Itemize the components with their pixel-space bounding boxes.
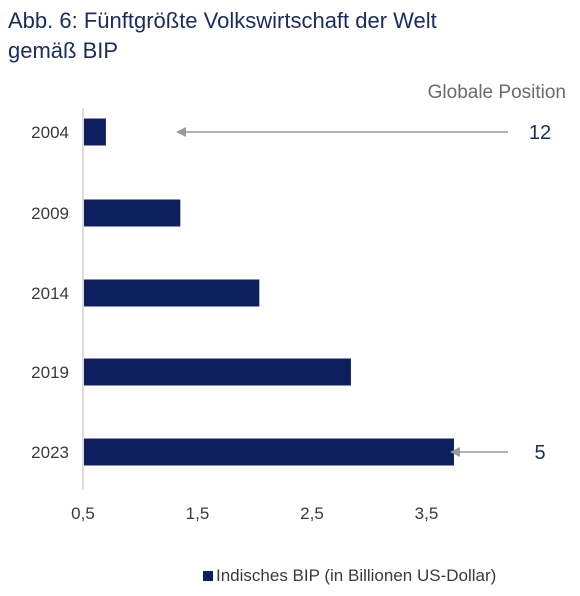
y-tick-label: 2014	[31, 284, 69, 303]
x-tick-label: 2,5	[300, 504, 324, 523]
y-tick-label: 2004	[31, 123, 69, 142]
arrow-2004-head	[176, 127, 186, 137]
x-tick-label: 0,5	[71, 504, 95, 523]
y-tick-label: 2023	[31, 443, 69, 462]
chart-title-line2: gemäß BIP	[8, 38, 119, 63]
x-tick-label: 1,5	[186, 504, 210, 523]
legend: Indisches BIP (in Billionen US-Dollar)	[203, 566, 496, 586]
legend-swatch	[203, 571, 213, 581]
bar-2014	[84, 279, 260, 307]
position-header: Globale Position	[428, 82, 566, 103]
position-label-2004: 12	[529, 122, 551, 144]
x-tick-label: 3,5	[415, 504, 439, 523]
chart-title: Abb. 6: Fünftgrößte Volkswirtschaft der …	[8, 6, 568, 66]
y-tick-label: 2009	[31, 204, 69, 223]
chart-title-line1: Abb. 6: Fünftgrößte Volkswirtschaft der …	[8, 8, 437, 33]
bar-2009	[84, 199, 181, 227]
bar-2019	[84, 358, 351, 386]
bar-2023	[84, 438, 454, 466]
y-tick-label: 2019	[31, 363, 69, 382]
legend-label: Indisches BIP (in Billionen US-Dollar)	[216, 566, 497, 585]
position-label-2023: 5	[534, 442, 545, 464]
bar-2004	[84, 118, 106, 146]
arrow-2023-head	[450, 447, 460, 457]
